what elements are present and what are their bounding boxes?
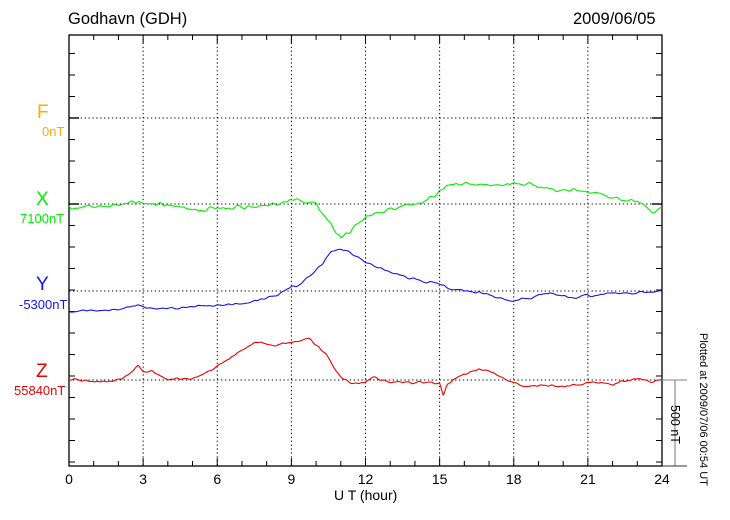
svg-text:0: 0 (65, 471, 73, 487)
svg-text:21: 21 (580, 471, 596, 487)
svg-text:6: 6 (213, 471, 221, 487)
svg-text:3: 3 (139, 471, 147, 487)
svg-text:12: 12 (358, 471, 374, 487)
svg-text:18: 18 (506, 471, 522, 487)
svg-text:15: 15 (432, 471, 448, 487)
svg-text:9: 9 (287, 471, 295, 487)
svg-text:24: 24 (654, 471, 670, 487)
